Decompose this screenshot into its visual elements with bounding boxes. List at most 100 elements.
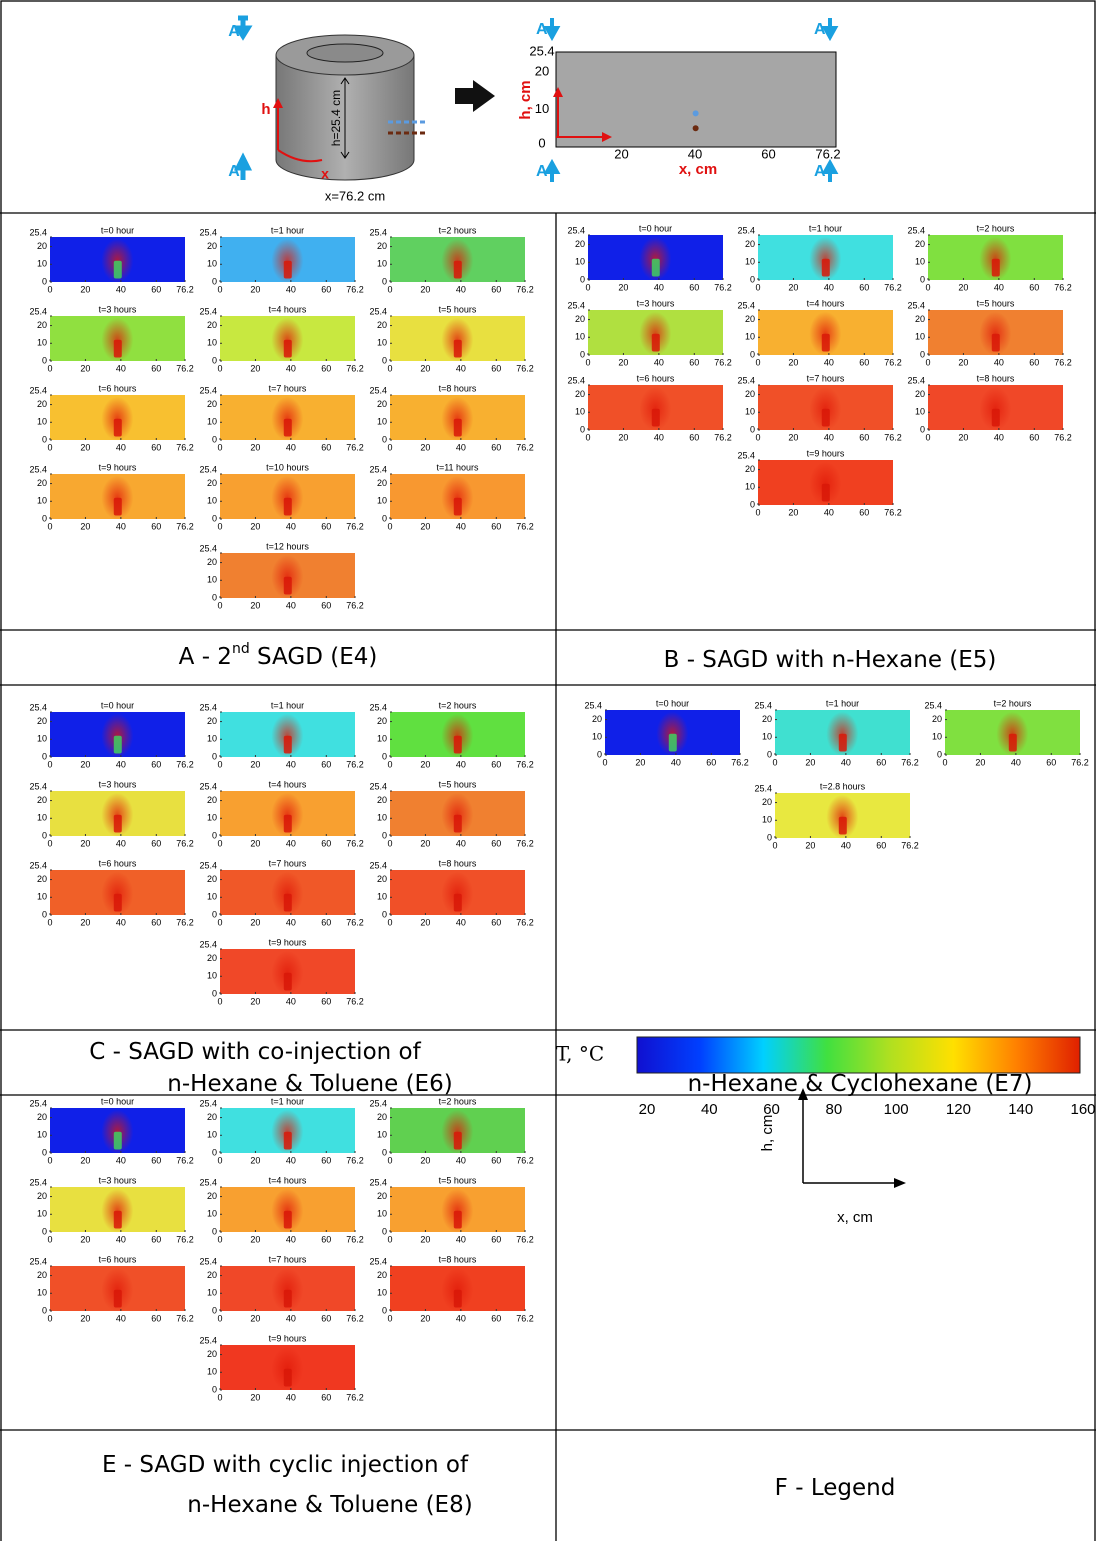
x-tick-label: 76.2 [346,1392,364,1402]
x-tick-label: 40 [1011,757,1021,767]
x-tick-label: 20 [958,282,968,292]
y-tick-label: 20 [915,389,925,399]
section-label: A [228,163,240,180]
x-tick-label: 60 [491,759,501,769]
heatmap: t=9 hours0102025.4020406076.2 [199,937,363,1006]
x-tick-label: 40 [286,363,296,373]
steam-core [839,817,847,835]
x-tick-label: 20 [805,840,815,850]
y-tick-label: 25.4 [199,939,217,949]
x-tick-label: 40 [116,917,126,927]
x-tick-label: 40 [286,1313,296,1323]
steam-core [284,419,292,437]
y-tick-label: 10 [37,417,47,427]
heatmap-title: t=4 hours [269,1175,307,1185]
steam-core [284,498,292,516]
y-tick-label: 0 [538,135,545,150]
y-tick-label: 25.4 [567,375,585,385]
steam-core [114,1211,122,1229]
x-tick-label: 20 [420,284,430,294]
x-tick-label: 76.2 [346,442,364,452]
x-tick-label: 40 [456,759,466,769]
x-tick-label: 20 [80,917,90,927]
steam-core [992,409,1000,427]
heatmap-title: t=12 hours [266,541,309,551]
steam-core [454,498,462,516]
x-tick-label: 20 [80,838,90,848]
heatmap-title: t=11 hours [436,462,479,472]
heatmap: t=2 hours0102025.4020406076.2 [907,223,1071,292]
heatmap: t=9 hours0102025.4020406076.2 [199,1333,363,1402]
heatmap: t=3 hours0102025.4020406076.2 [29,779,193,848]
y-tick-label: 10 [207,575,217,585]
x-tick-label: 40 [286,442,296,452]
x-tick-label: 76.2 [346,838,364,848]
y-tick-label: 20 [745,239,755,249]
x-tick-label: 76.2 [1054,357,1072,367]
x-tick-label: 0 [47,284,52,294]
heatmap-title: t=8 hours [977,373,1015,383]
x-tick-label: 40 [286,1234,296,1244]
x-tick-label: 60 [321,1155,331,1165]
heatmap-title: t=9 hours [269,1333,307,1343]
x-tick-label: 20 [80,284,90,294]
x-tick-label: 60 [491,1155,501,1165]
caption-part: n-Hexane & Toluene (E6) [167,1071,452,1097]
y-tick-label: 0 [42,1305,47,1315]
y-tick-label: 25.4 [907,300,925,310]
steam-core [114,736,122,754]
y-tick-label: 10 [207,813,217,823]
steam-core [284,340,292,358]
heatmap-title: t=0 hour [656,698,689,708]
heatmap: t=12 hours0102025.4020406076.2 [199,541,363,610]
x-tick-label: 40 [116,759,126,769]
y-tick-label: 10 [377,734,387,744]
x-tick-label: 20 [80,1313,90,1323]
steam-core [284,1132,292,1150]
x-tick-label: 76.2 [346,759,364,769]
y-tick-label: 10 [377,259,387,269]
steam-core [454,1211,462,1229]
axis-label: h, cm [759,1115,776,1152]
x-tick-label: 76.2 [1054,432,1072,442]
heatmap-title: t=2 hours [977,223,1015,233]
x-tick-label: 20 [80,521,90,531]
x-tick-label: 76.2 [346,917,364,927]
x-tick-label: 20 [80,363,90,373]
steam-core [652,334,660,352]
steam-core [454,261,462,279]
x-tick-label: 40 [116,1155,126,1165]
x-tick-label: 20 [250,917,260,927]
steam-core [284,577,292,595]
heatmap-title: t=3 hours [99,779,137,789]
x-tick-label: 0 [755,357,760,367]
x-tick-label: 76.2 [176,442,194,452]
x-tick-label: 60 [321,284,331,294]
x-tick-label: 40 [116,838,126,848]
y-tick-label: 25.4 [29,781,47,791]
x-tick-label: 76.2 [815,146,840,161]
heatmap: t=3 hours0102025.4020406076.2 [29,1175,193,1244]
x-tick-label: 40 [456,363,466,373]
x-tick-label: 40 [286,1392,296,1402]
heatmap-title: t=0 hour [101,1096,134,1106]
y-tick-label: 20 [37,241,47,251]
producer-well [693,125,699,131]
y-tick-label: 0 [212,592,217,602]
y-tick-label: 0 [42,513,47,523]
x-tick-label: 76.2 [516,363,534,373]
y-tick-label: 0 [937,749,942,759]
x-tick-label: 20 [788,357,798,367]
steam-core [454,815,462,833]
x-tick-label: 20 [80,1155,90,1165]
x-tick-label: 76.2 [176,838,194,848]
y-tick-label: 25.4 [29,1098,47,1108]
x-tick-label: 76.2 [346,363,364,373]
y-tick-label: 20 [762,797,772,807]
y-tick-label: 10 [207,1367,217,1377]
y-tick-label: 10 [377,813,387,823]
x-tick-label: 76.2 [516,838,534,848]
x-tick-label: 0 [217,838,222,848]
y-tick-label: 0 [920,424,925,434]
